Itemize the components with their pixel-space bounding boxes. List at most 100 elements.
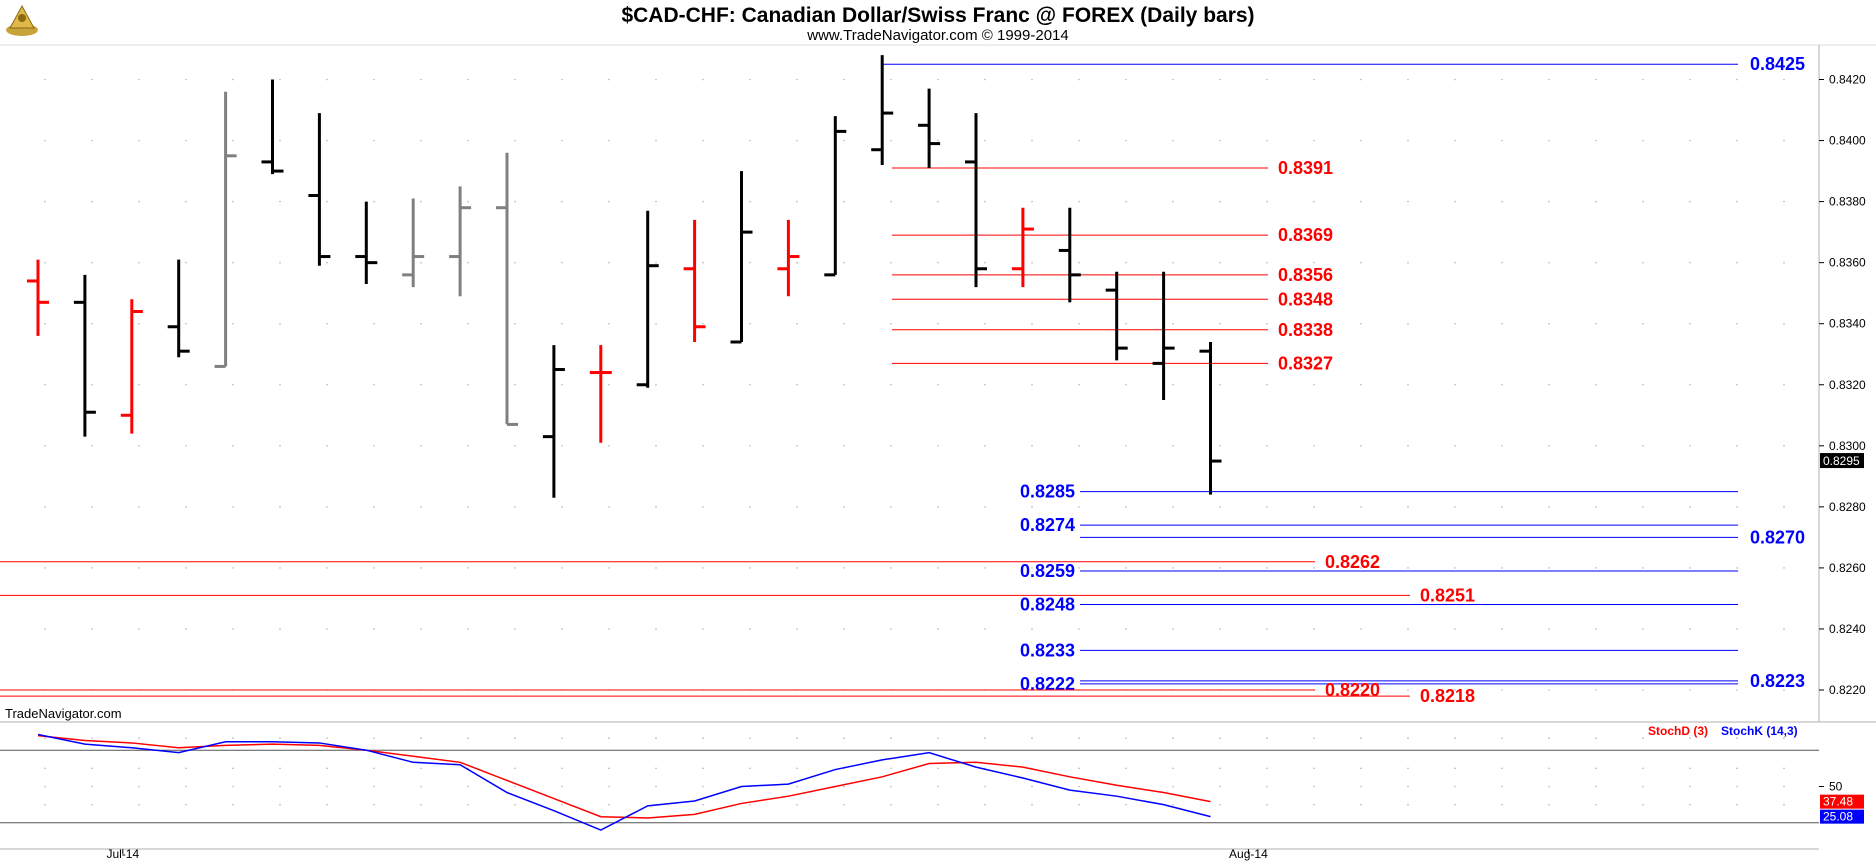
ohlc-bar bbox=[777, 219, 800, 297]
ohlc-bar bbox=[308, 113, 331, 266]
grid-dot bbox=[138, 78, 140, 81]
grid-dot bbox=[91, 78, 93, 81]
grid-dot bbox=[1031, 785, 1033, 788]
grid-dot bbox=[467, 803, 469, 806]
grid-dot bbox=[1407, 785, 1409, 788]
grid-dot bbox=[1689, 322, 1691, 325]
grid-dot bbox=[937, 383, 939, 386]
grid-dot bbox=[655, 261, 657, 264]
grid-dot bbox=[467, 506, 469, 508]
grid-dot bbox=[91, 628, 93, 630]
grid-dot bbox=[702, 322, 704, 325]
grid-dot bbox=[1172, 383, 1174, 386]
grid-dot bbox=[984, 200, 986, 203]
grid-dot bbox=[1360, 322, 1362, 325]
grid-dot bbox=[91, 803, 93, 806]
grid-dot bbox=[1407, 737, 1409, 739]
grid-dot bbox=[279, 628, 281, 630]
grid-dot bbox=[1078, 567, 1080, 569]
grid-dot bbox=[1125, 803, 1127, 806]
grid-dot bbox=[1172, 506, 1174, 508]
grid-dot bbox=[796, 737, 798, 739]
grid-dot bbox=[655, 78, 657, 81]
ohlc-bar bbox=[824, 116, 847, 277]
grid-dot bbox=[44, 803, 46, 806]
grid-dot bbox=[702, 737, 704, 739]
grid-dot bbox=[1313, 767, 1315, 770]
grid-dot bbox=[1266, 261, 1268, 264]
grid-dot bbox=[655, 785, 657, 788]
grid-dot bbox=[561, 445, 563, 447]
grid-dot bbox=[1219, 737, 1221, 739]
grid-dot bbox=[984, 785, 986, 788]
grid-dot bbox=[937, 200, 939, 203]
grid-dot bbox=[185, 322, 187, 325]
grid-dot bbox=[1266, 322, 1268, 325]
grid-dot bbox=[232, 78, 234, 81]
grid-dot bbox=[843, 383, 845, 386]
grid-dot bbox=[138, 200, 140, 203]
grid-dot bbox=[1172, 322, 1174, 325]
grid-dot bbox=[1172, 78, 1174, 81]
grid-dot bbox=[561, 767, 563, 770]
grid-dot bbox=[1172, 737, 1174, 739]
grid-dot bbox=[608, 322, 610, 325]
grid-dot bbox=[373, 200, 375, 203]
grid-dot bbox=[44, 139, 46, 142]
grid-dot bbox=[91, 261, 93, 264]
red-level-label: 0.8391 bbox=[1278, 158, 1333, 178]
price-tick-label: 0.8360 bbox=[1829, 256, 1866, 270]
ohlc-bar bbox=[683, 219, 706, 343]
grid-dot bbox=[91, 767, 93, 770]
price-tick-label: 0.8340 bbox=[1829, 317, 1866, 331]
grid-dot bbox=[1736, 261, 1738, 264]
grid-dot bbox=[1125, 445, 1127, 447]
grid-dot bbox=[1501, 200, 1503, 203]
grid-dot bbox=[1783, 803, 1785, 806]
grid-dot bbox=[655, 445, 657, 447]
grid-dot bbox=[185, 78, 187, 81]
grid-dot bbox=[702, 78, 704, 81]
grid-dot bbox=[44, 383, 46, 386]
grid-dot bbox=[1078, 737, 1080, 739]
grid-dot bbox=[514, 139, 516, 142]
grid-dot bbox=[326, 803, 328, 806]
grid-dot bbox=[1266, 803, 1268, 806]
grid-dot bbox=[138, 803, 140, 806]
grid-dot bbox=[843, 445, 845, 447]
grid-dot bbox=[1595, 322, 1597, 325]
grid-dot bbox=[185, 506, 187, 508]
grid-dot bbox=[937, 506, 939, 508]
grid-dot bbox=[1266, 567, 1268, 569]
grid-dot bbox=[1172, 139, 1174, 142]
grid-dot bbox=[1031, 628, 1033, 630]
stoch-guides bbox=[0, 737, 1819, 824]
grid-dot bbox=[702, 383, 704, 386]
grid-dot bbox=[1783, 200, 1785, 203]
grid-dot bbox=[185, 445, 187, 447]
grid-dot bbox=[1454, 506, 1456, 508]
red-level-label: 0.8251 bbox=[1420, 585, 1475, 605]
grid-dot bbox=[467, 567, 469, 569]
grid-dot bbox=[1454, 445, 1456, 447]
blue-level-label: 0.8285 bbox=[1020, 482, 1075, 502]
chart-subtitle: www.TradeNavigator.com © 1999-2014 bbox=[806, 27, 1068, 44]
grid-dot bbox=[843, 737, 845, 739]
grid-dot bbox=[890, 200, 892, 203]
grid-dot bbox=[1172, 261, 1174, 264]
red-level-label: 0.8220 bbox=[1325, 680, 1380, 700]
grid-dot bbox=[1125, 383, 1127, 386]
grid-dot bbox=[1266, 445, 1268, 447]
grid-dot bbox=[185, 261, 187, 264]
grid-dot bbox=[279, 445, 281, 447]
grid-dot bbox=[279, 383, 281, 386]
red-level-label: 0.8262 bbox=[1325, 552, 1380, 572]
grid-dot bbox=[1548, 803, 1550, 806]
grid-dot bbox=[514, 322, 516, 325]
grid-dot bbox=[843, 567, 845, 569]
grid-dot bbox=[984, 261, 986, 264]
grid-dot bbox=[561, 261, 563, 264]
grid-dot bbox=[1219, 567, 1221, 569]
grid-dot bbox=[138, 628, 140, 630]
